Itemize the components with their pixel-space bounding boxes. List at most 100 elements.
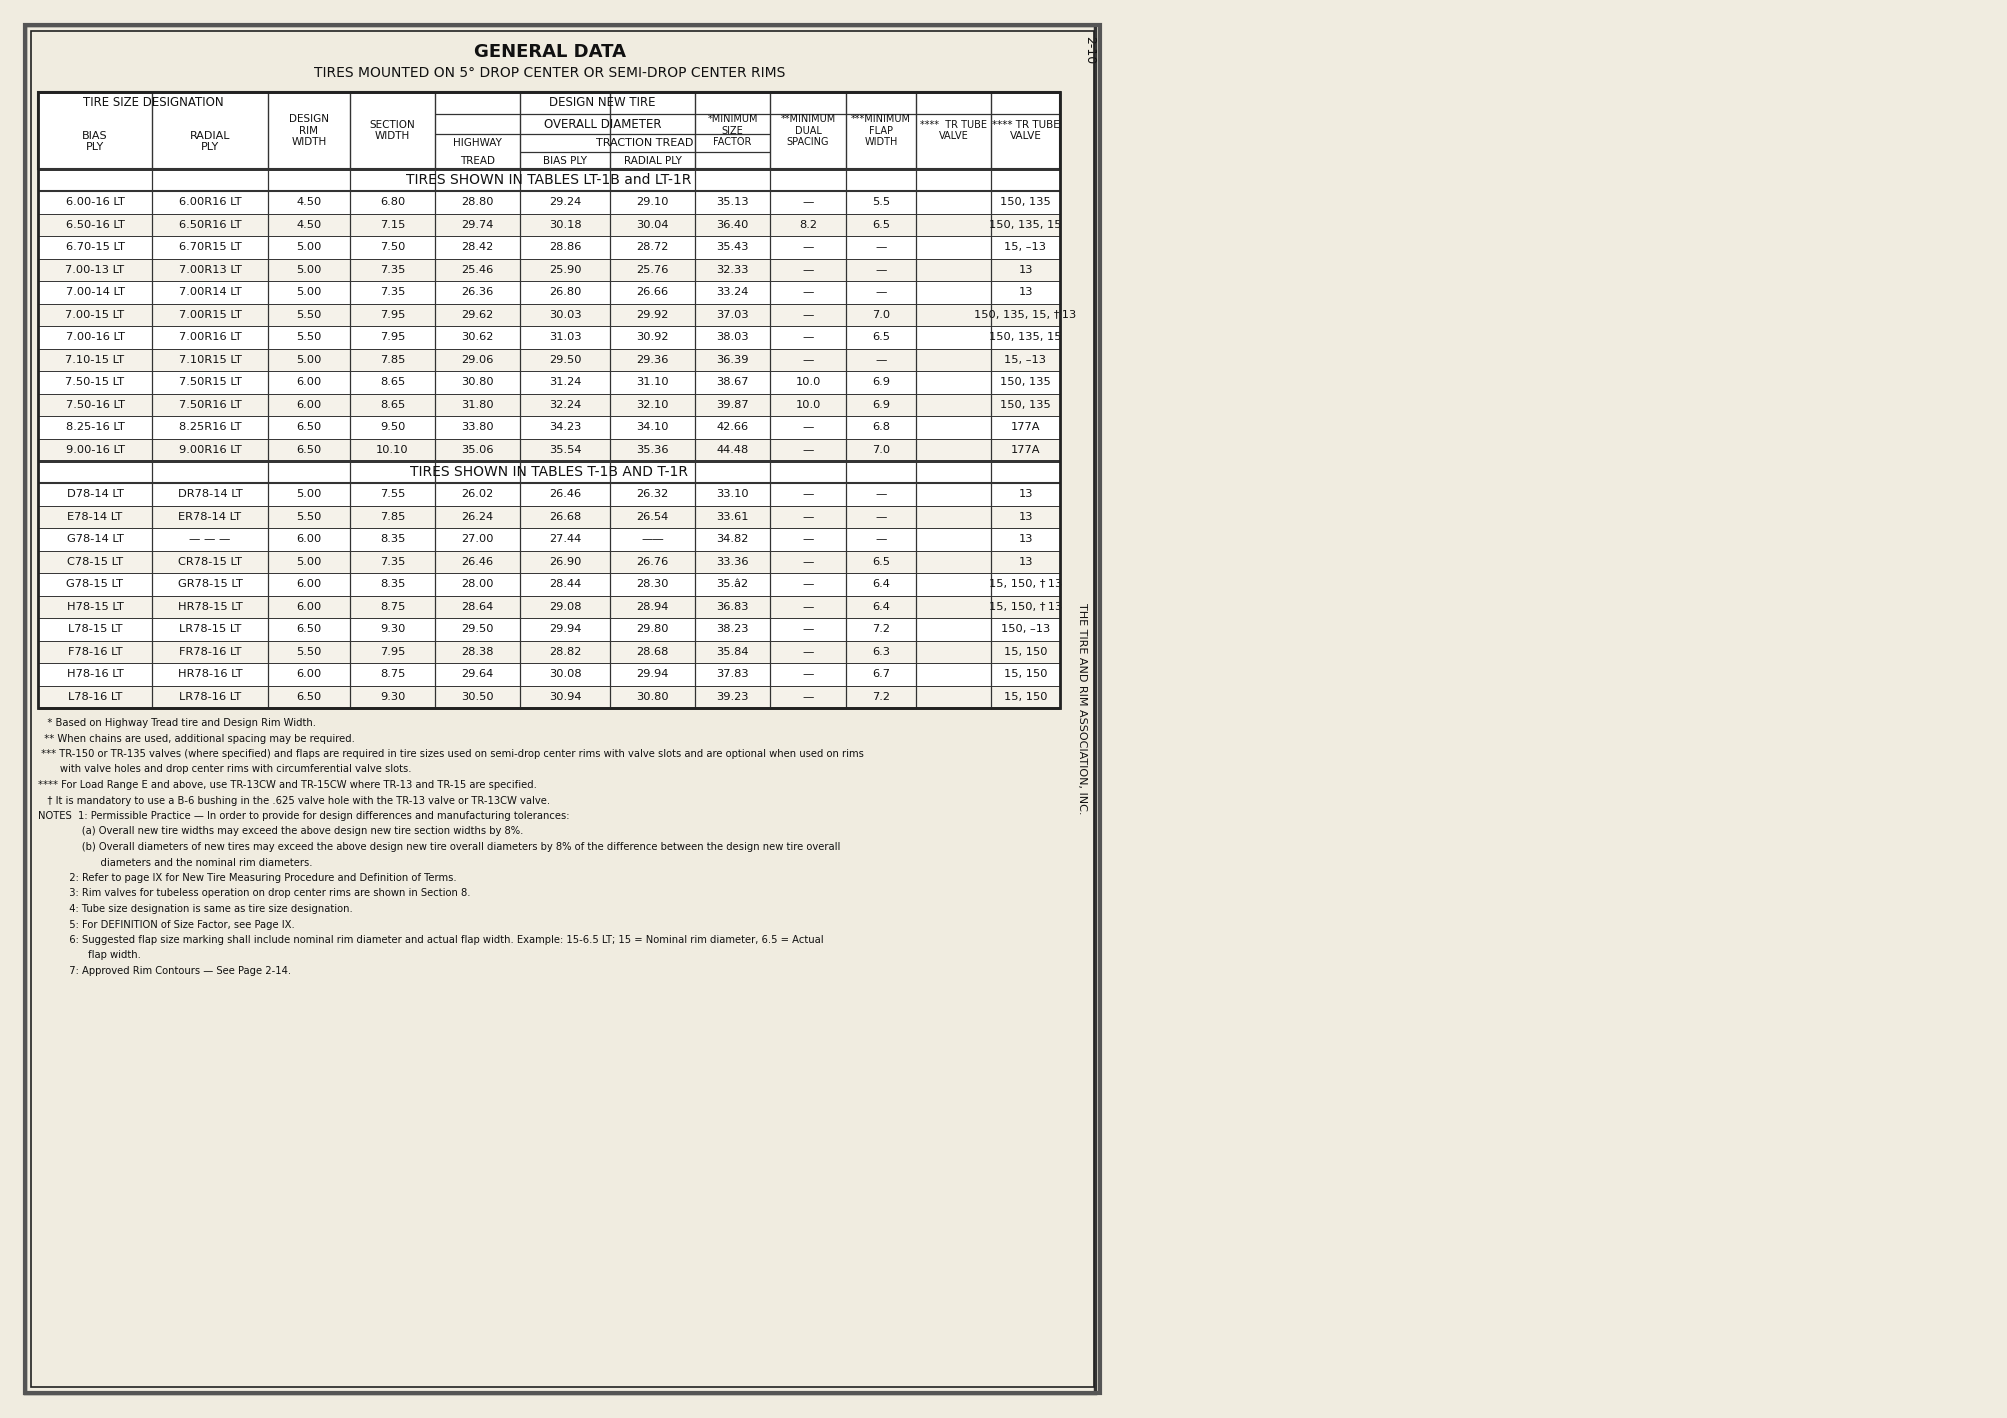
Text: *** TR-150 or TR-135 valves (where specified) and flaps are required in tire siz: *** TR-150 or TR-135 valves (where speci… [38, 749, 863, 759]
Text: 39.87: 39.87 [716, 400, 749, 410]
Text: HR78-16 LT: HR78-16 LT [179, 669, 243, 679]
Text: 7.35: 7.35 [379, 265, 405, 275]
Text: 27.44: 27.44 [548, 535, 582, 545]
Text: —: — [875, 288, 887, 298]
Text: H78-16 LT: H78-16 LT [66, 669, 122, 679]
Text: 6.00: 6.00 [297, 669, 321, 679]
Text: 44.48: 44.48 [716, 445, 749, 455]
Text: 13: 13 [1018, 489, 1034, 499]
Text: 34.10: 34.10 [636, 423, 668, 432]
Text: 9.30: 9.30 [379, 624, 405, 634]
Text: (b) Overall diameters of new tires may exceed the above design new tire overall : (b) Overall diameters of new tires may e… [38, 842, 841, 852]
Text: 5.50: 5.50 [297, 332, 321, 342]
Text: 38.23: 38.23 [716, 624, 749, 634]
Text: 15, 150: 15, 150 [1004, 692, 1048, 702]
Text: 5.00: 5.00 [297, 489, 321, 499]
Text: —: — [875, 242, 887, 252]
Bar [38, 484, 1060, 505]
Text: 33.80: 33.80 [462, 423, 494, 432]
Text: 7.85: 7.85 [379, 354, 405, 364]
Text: 7.15: 7.15 [379, 220, 405, 230]
Bar [38, 326, 1060, 349]
Text: —: — [803, 309, 813, 319]
Text: 6.4: 6.4 [873, 579, 889, 590]
Text: 38.67: 38.67 [716, 377, 749, 387]
Text: ***MINIMUM
FLAP
WIDTH: ***MINIMUM FLAP WIDTH [851, 113, 911, 147]
Text: 7.55: 7.55 [379, 489, 405, 499]
Text: 39.23: 39.23 [716, 692, 749, 702]
Text: 15, 150: 15, 150 [1004, 647, 1048, 657]
Text: —: — [803, 197, 813, 207]
Text: 30.80: 30.80 [636, 692, 668, 702]
Text: 150, 135, 15: 150, 135, 15 [989, 332, 1062, 342]
Text: 30.92: 30.92 [636, 332, 668, 342]
Text: 150, 135: 150, 135 [999, 197, 1052, 207]
Text: 7.85: 7.85 [379, 512, 405, 522]
Text: ER78-14 LT: ER78-14 LT [179, 512, 241, 522]
Text: 7.50-16 LT: 7.50-16 LT [66, 400, 124, 410]
Text: 13: 13 [1018, 288, 1034, 298]
Text: TIRE SIZE DESIGNATION: TIRE SIZE DESIGNATION [82, 96, 223, 109]
Text: —: — [803, 423, 813, 432]
Text: 6.50: 6.50 [297, 445, 321, 455]
Text: 29.06: 29.06 [462, 354, 494, 364]
Text: 29.74: 29.74 [462, 220, 494, 230]
Text: 7.2: 7.2 [871, 624, 889, 634]
Text: 150, 135, 15, † 13: 150, 135, 15, † 13 [973, 309, 1076, 319]
Text: 10.0: 10.0 [795, 377, 821, 387]
Text: CR78-15 LT: CR78-15 LT [179, 557, 243, 567]
Text: HIGHWAY: HIGHWAY [454, 138, 502, 147]
Text: L78-15 LT: L78-15 LT [68, 624, 122, 634]
Text: 34.82: 34.82 [716, 535, 749, 545]
Bar [38, 281, 1060, 303]
Text: 36.40: 36.40 [716, 220, 749, 230]
Text: LR78-15 LT: LR78-15 LT [179, 624, 241, 634]
Text: 42.66: 42.66 [716, 423, 749, 432]
Text: 9.00-16 LT: 9.00-16 LT [66, 445, 124, 455]
Text: 8.75: 8.75 [379, 669, 405, 679]
Text: 28.68: 28.68 [636, 647, 668, 657]
Text: 4: Tube size designation is same as tire size designation.: 4: Tube size designation is same as tire… [38, 905, 353, 915]
Text: 15, 150, † 13: 15, 150, † 13 [989, 601, 1062, 611]
Bar [38, 461, 1060, 484]
Text: 25.46: 25.46 [462, 265, 494, 275]
Text: 29.94: 29.94 [636, 669, 668, 679]
Text: 33.10: 33.10 [716, 489, 749, 499]
Text: 6.7: 6.7 [871, 669, 889, 679]
Text: SECTION
WIDTH: SECTION WIDTH [369, 119, 415, 142]
Text: 9.50: 9.50 [379, 423, 405, 432]
Text: 29.64: 29.64 [462, 669, 494, 679]
Bar [38, 191, 1060, 214]
Text: 32.33: 32.33 [716, 265, 749, 275]
Text: —: — [875, 512, 887, 522]
Text: 30.08: 30.08 [548, 669, 582, 679]
Text: 37.03: 37.03 [716, 309, 749, 319]
Text: E78-14 LT: E78-14 LT [68, 512, 122, 522]
Text: 5.50: 5.50 [297, 309, 321, 319]
Text: 26.46: 26.46 [462, 557, 494, 567]
Text: —: — [803, 512, 813, 522]
Text: 28.30: 28.30 [636, 579, 668, 590]
Text: 26.54: 26.54 [636, 512, 668, 522]
Text: DESIGN NEW TIRE: DESIGN NEW TIRE [550, 96, 656, 109]
Text: 10.10: 10.10 [375, 445, 409, 455]
Text: 29.24: 29.24 [548, 197, 582, 207]
Text: 36.39: 36.39 [716, 354, 749, 364]
Text: 5.5: 5.5 [871, 197, 889, 207]
Text: 6.00-16 LT: 6.00-16 LT [66, 197, 124, 207]
Text: 7.50: 7.50 [379, 242, 405, 252]
Text: 7.0: 7.0 [871, 309, 889, 319]
Text: 6.4: 6.4 [873, 601, 889, 611]
Text: ** When chains are used, additional spacing may be required.: ** When chains are used, additional spac… [38, 733, 355, 743]
Text: RADIAL PLY: RADIAL PLY [624, 156, 682, 166]
Text: 25.90: 25.90 [548, 265, 582, 275]
Text: —: — [803, 354, 813, 364]
Text: 3: Rim valves for tubeless operation on drop center rims are shown in Section 8.: 3: Rim valves for tubeless operation on … [38, 889, 470, 899]
Text: 2-10: 2-10 [1084, 35, 1096, 64]
Text: 13: 13 [1018, 535, 1034, 545]
Text: 6.00: 6.00 [297, 400, 321, 410]
Text: —: — [803, 242, 813, 252]
Text: 6.70R15 LT: 6.70R15 LT [179, 242, 241, 252]
Text: HR78-15 LT: HR78-15 LT [179, 601, 243, 611]
Text: 8.2: 8.2 [799, 220, 817, 230]
